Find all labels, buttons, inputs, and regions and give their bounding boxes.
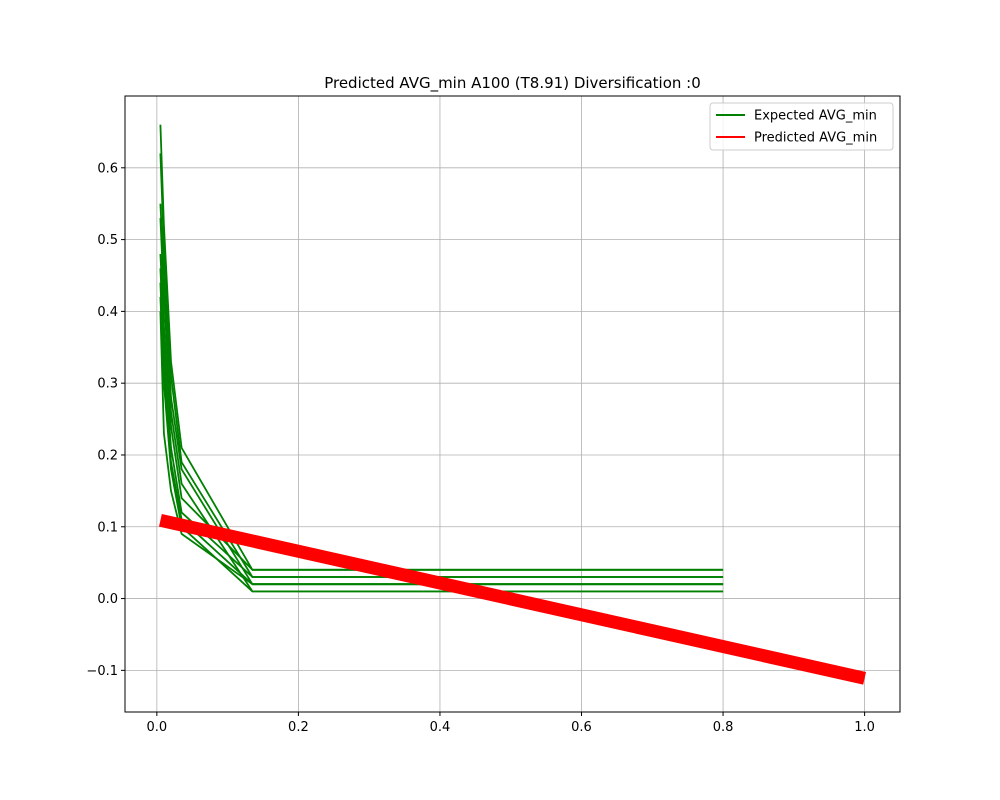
y-tick-label: 0.5 (97, 233, 118, 248)
axis-ticks: 0.0 0.2 0.4 0.6 0.8 1.0 −0.1 0.0 0.1 0.2 0.3 0.4 0.5… (86, 161, 875, 735)
x-tick-label: 1.0 (854, 720, 875, 735)
legend-label-expected: Expected AVG_min (754, 109, 877, 124)
x-tick-label: 0.8 (713, 720, 734, 735)
x-tick-label: 0.0 (147, 720, 168, 735)
expected-series-line-9 (159, 311, 724, 586)
expected-series-line-8 (159, 296, 724, 593)
predicted-series-group (158, 513, 867, 685)
expected-series-group (159, 124, 724, 593)
chart-title: Predicted AVG_min A100 (T8.91) Diversifi… (324, 74, 701, 93)
legend-box (709, 102, 894, 151)
predicted-series-line (158, 513, 867, 685)
y-tick-label: 0.1 (97, 520, 118, 535)
y-tick-label: −0.1 (86, 664, 118, 679)
y-tick-label: 0.3 (97, 377, 118, 392)
x-tick-label: 0.6 (571, 720, 592, 735)
plot-frame (124, 95, 901, 713)
y-tick-label: 0.0 (97, 592, 118, 607)
legend: Expected AVG_min Predicted AVG_min (709, 102, 894, 151)
legend-label-predicted: Predicted AVG_min (754, 131, 877, 146)
grid (125, 96, 900, 712)
expected-series-line-5 (159, 253, 724, 571)
y-tick-label: 0.6 (97, 161, 118, 176)
y-tick-label: 0.4 (97, 305, 118, 320)
y-tick-label: 0.2 (97, 448, 118, 463)
x-tick-label: 0.2 (288, 720, 309, 735)
x-tick-label: 0.4 (430, 720, 451, 735)
